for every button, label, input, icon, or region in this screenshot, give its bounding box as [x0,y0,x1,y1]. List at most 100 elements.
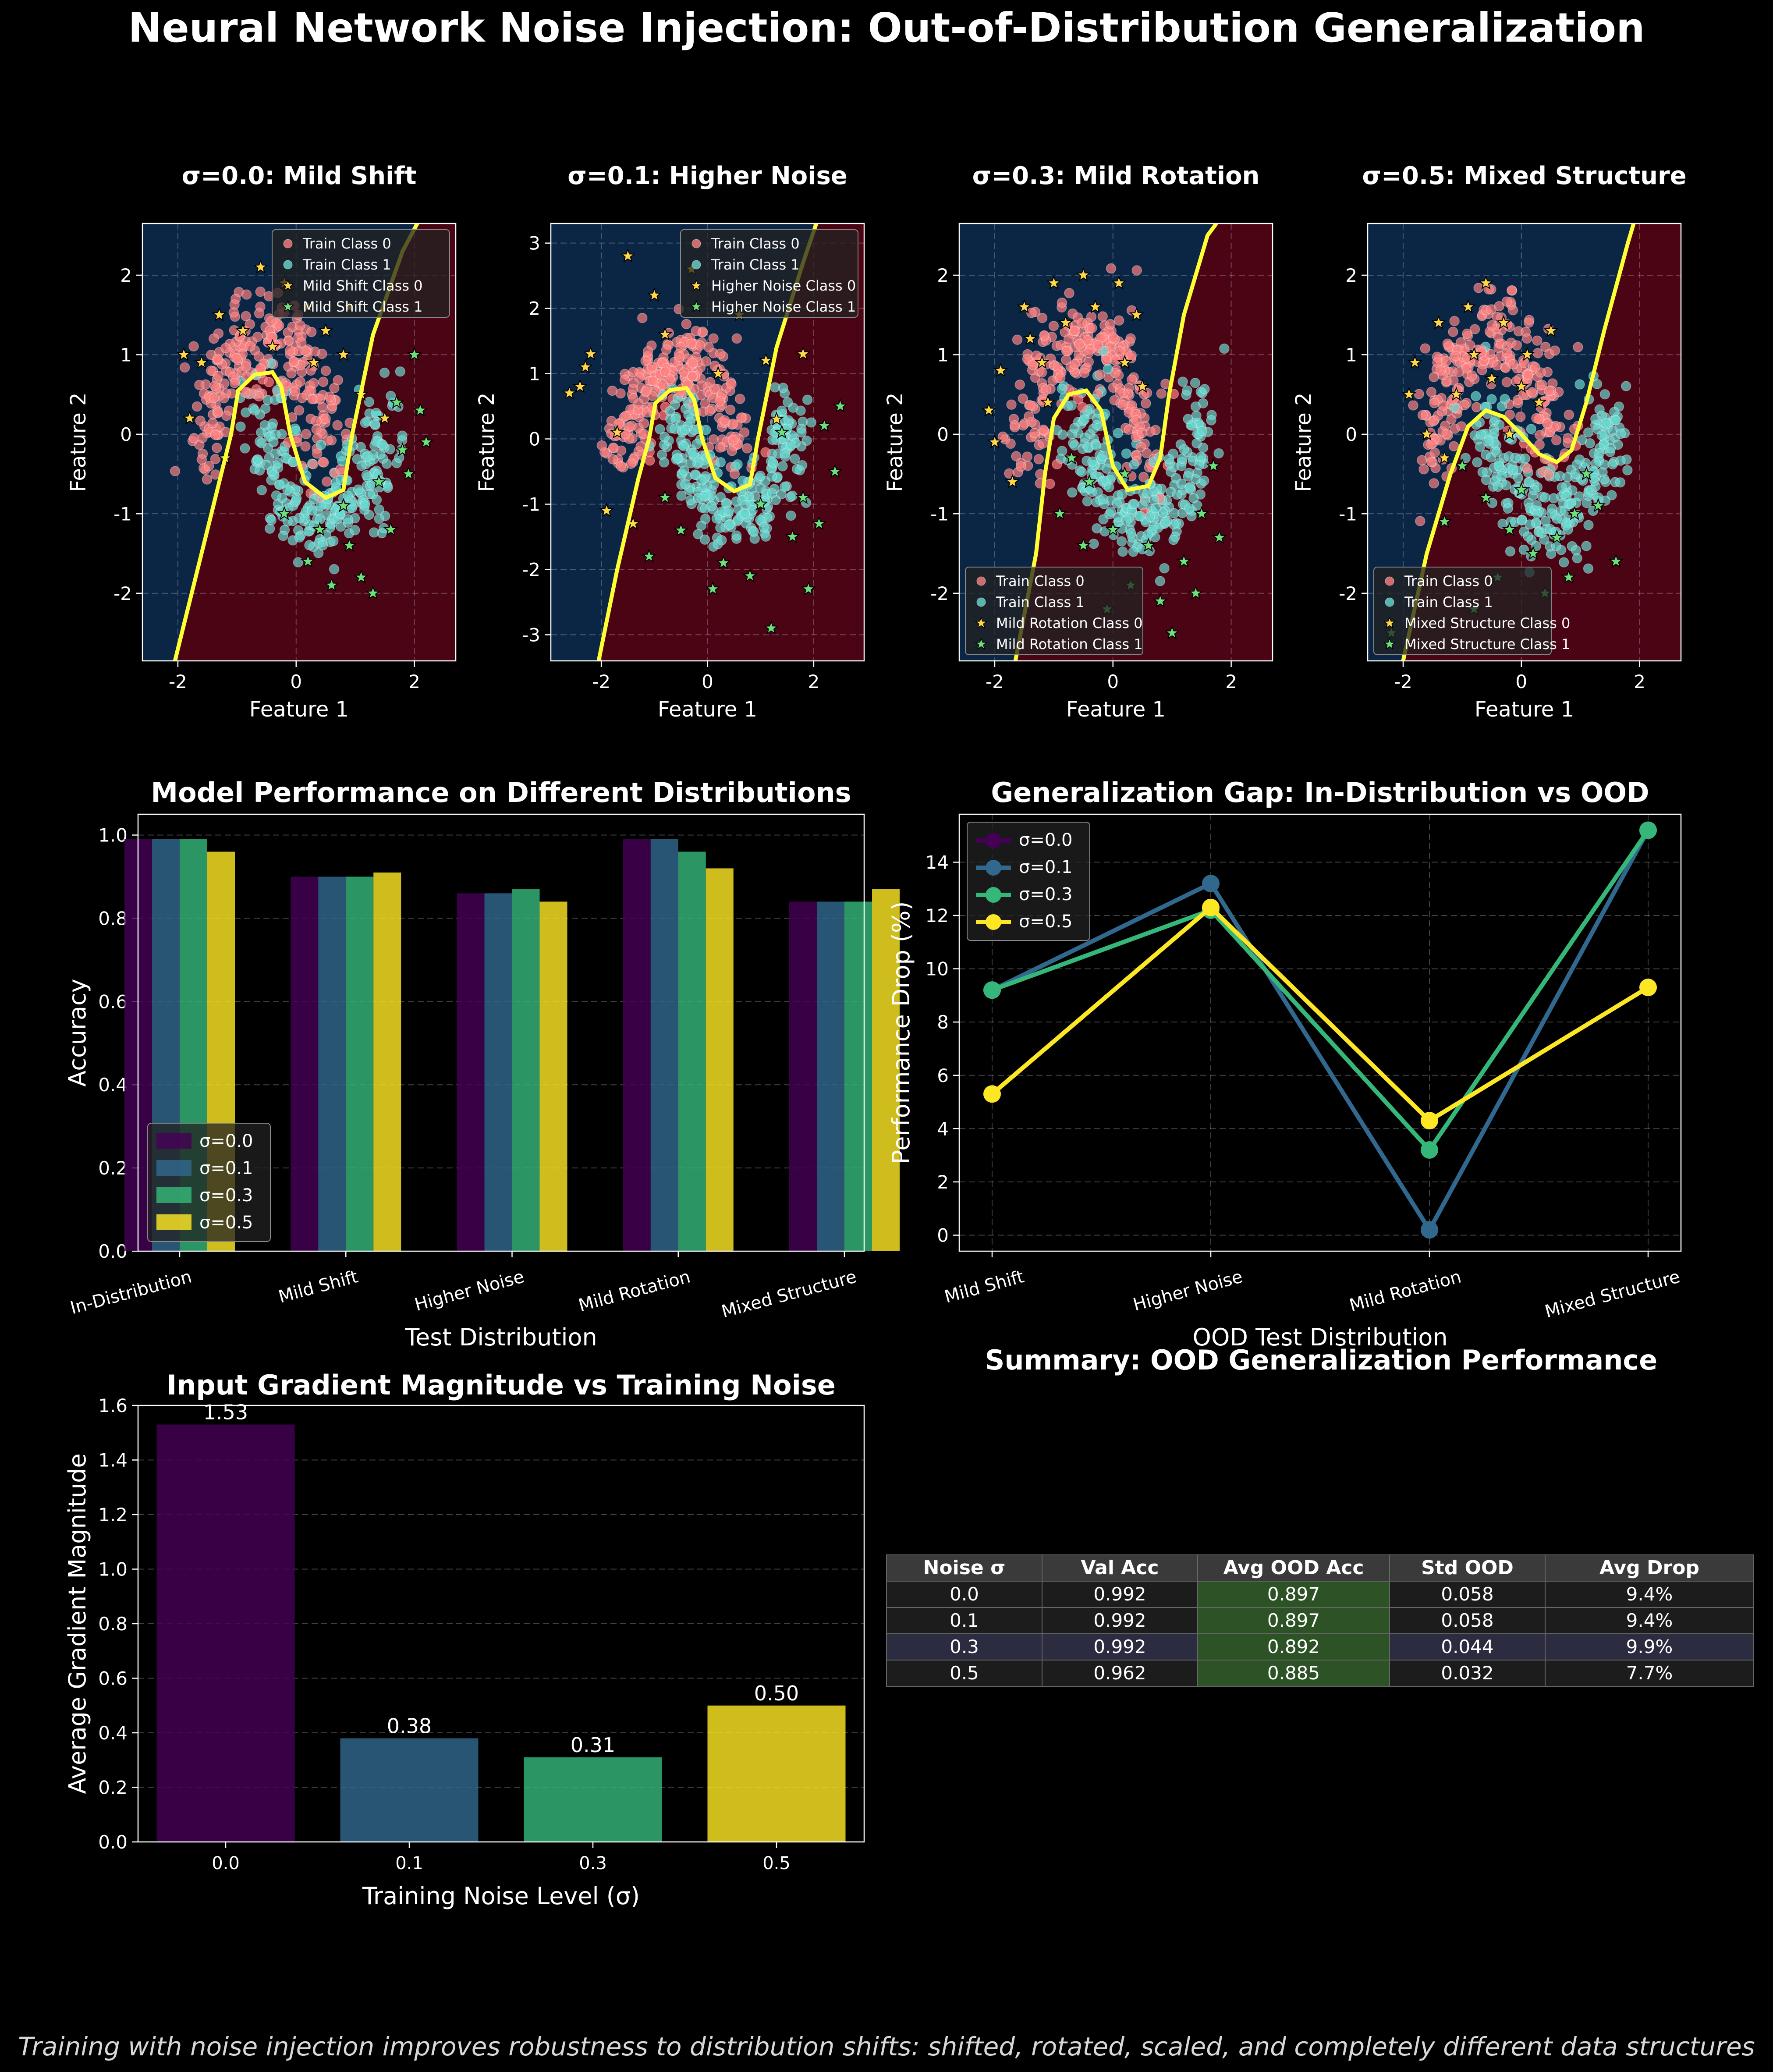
train-class-0-point [196,454,207,465]
train-class-1-point [293,557,304,568]
train-class-0-point [1113,370,1124,381]
train-class-1-point [690,469,700,480]
train-class-0-point [1069,325,1080,336]
ood-class-1-point [1064,450,1079,465]
bar-mixed-structure-1 [789,901,817,1251]
bar-mild-rotation-4 [706,868,734,1251]
train-class-1-point [1526,424,1536,434]
train-class-1-point [1190,377,1201,388]
train-class-1-point [397,430,408,441]
x-tick-label: 0 [290,671,302,692]
train-class-0-point [1416,455,1427,465]
train-class-1-point [1182,385,1192,396]
ood-class-1-point [1567,506,1582,520]
train-class-1-point [1142,488,1153,498]
y-tick-label: 8 [937,1011,949,1033]
train-class-1-point [374,514,384,524]
train-class-1-point [1500,394,1510,404]
chart-title: Input Gradient Magnitude vs Training Noi… [167,1369,836,1401]
train-class-0-point [1469,324,1480,334]
table-cell [886,1633,1043,1660]
legend-label: Mixed Structure Class 0 [1404,615,1570,632]
train-class-0-point [1101,354,1111,365]
train-class-1-point [1583,427,1594,438]
ood-class-1-point [342,538,357,552]
train-class-1-point [291,426,301,436]
train-class-0-point [638,418,649,429]
ood-class-0-point [1502,426,1517,441]
series-point [1202,875,1220,893]
train-class-0-point [1031,350,1042,361]
x-tick-label: 0 [1515,671,1527,692]
chart-title: Generalization Gap: In-Distribution vs O… [991,777,1649,809]
train-class-1-point [680,479,691,490]
ood-class-1-point [811,516,827,530]
train-class-0-point [307,394,318,404]
y-tick-label: 1.0 [98,824,128,846]
gradient-magnitude-chart: 0.0 0.2 0.4 0.6 0.8 1.0 1.2 1.4 1.6 1.53 0.0 0.38 0.… [64,1369,865,1910]
train-class-0-point [290,386,301,397]
ood-class-1-point [1608,553,1624,568]
legend-label: Mild Shift Class 1 [303,298,423,315]
ood-class-1-point [395,442,410,457]
train-class-0-point [664,374,675,385]
train-class-1-point [1581,541,1592,551]
legend-swatch [156,1133,191,1149]
train-class-1-point [1507,465,1518,475]
train-class-1-point [294,513,305,524]
train-class-0-point [997,431,1008,442]
train-class-1-point [1113,428,1124,439]
cell-value: 0.032 [1441,1662,1493,1684]
ood-class-1-point [1206,458,1221,472]
x-tick-label: -2 [169,671,187,692]
ood-class-0-point [182,410,197,425]
train-class-1-point [1520,453,1530,464]
train-class-1-point [1128,546,1139,557]
y-tick-label: -2 [522,559,540,580]
train-class-1-point [1585,438,1596,449]
train-class-0-point [1087,323,1097,334]
train-class-1-point [691,439,702,450]
legend-label: σ=0.5 [1019,912,1072,932]
ood-class-0-point [578,359,593,374]
train-class-1-point [1080,432,1090,443]
train-class-0-point [701,356,711,367]
train-class-1-point [294,532,305,543]
train-class-1-point [699,491,710,501]
y-axis-label: Accuracy [64,979,91,1087]
train-class-0-point [635,441,646,452]
train-class-0-point [1131,265,1142,276]
ood-class-0-point [1532,394,1547,409]
x-tick-label: 0.3 [579,1853,607,1873]
train-class-0-point [1448,326,1458,337]
bar-higher-noise-1 [457,893,485,1251]
train-class-0-point [322,476,332,487]
table-cell [1545,1660,1754,1687]
ood-class-0-point [1514,379,1529,393]
train-class-0-point [1515,412,1526,422]
table-cell [1389,1633,1546,1660]
y-tick-label: 12 [926,905,949,926]
train-class-0-point [1069,359,1080,369]
ood-class-1-point [1188,585,1203,600]
y-axis-label: Feature 2 [883,392,908,492]
train-class-0-point [681,319,692,330]
train-class-0-point [1006,399,1017,410]
train-class-1-point [1069,422,1080,433]
train-class-1-point [779,481,790,492]
train-class-0-point [628,377,639,388]
x-axis-label: Training Noise Level (σ) [362,1882,640,1910]
bar-higher-noise-3 [512,889,540,1251]
train-class-0-point [1442,338,1453,349]
train-class-1-point [1184,483,1195,493]
train-class-0-point [229,378,240,388]
series-line [991,829,1650,1235]
ood-class-0-point [993,362,1008,377]
train-class-0-point [628,393,638,404]
cell-value: 0.058 [1441,1610,1493,1631]
train-class-1-point [379,367,390,378]
train-class-0-point [628,367,638,377]
y-tick-label: 0.8 [98,908,128,929]
x-axis-label: OOD Test Distribution [1192,1323,1447,1351]
train-class-1-point [307,505,317,516]
